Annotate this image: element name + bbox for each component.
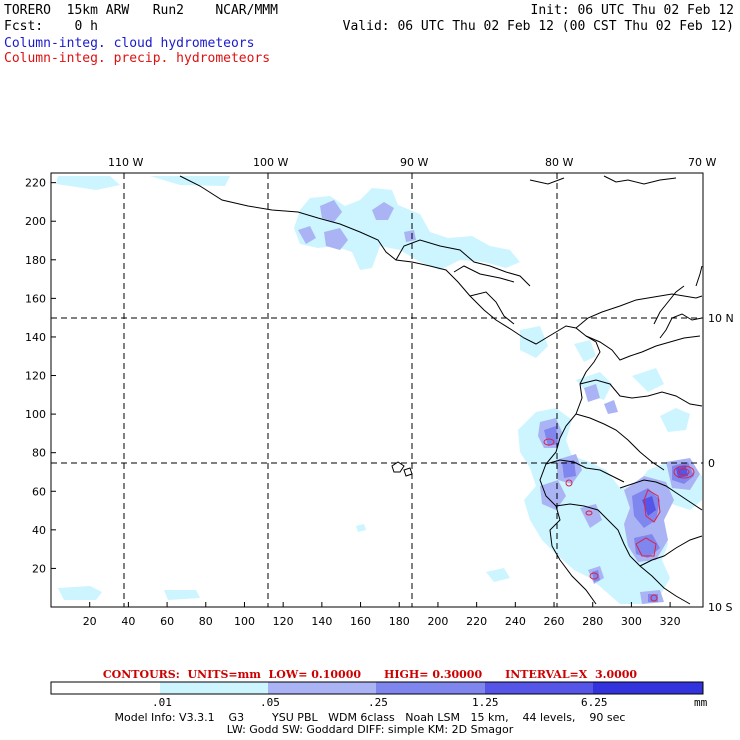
x-tick-label: 260 <box>544 615 565 628</box>
y-tick-label: 160 <box>25 292 46 305</box>
longitude-labels: 110 W 100 W 90 W 80 W 70 W <box>108 156 716 169</box>
y-tick-label: 80 <box>32 447 46 460</box>
x-tick-label: 180 <box>389 615 410 628</box>
x-tick-label: 160 <box>350 615 371 628</box>
colorbar-bin <box>268 682 376 694</box>
header-title: TORERO 15km ARW Run2 NCAR/MMM <box>4 3 278 18</box>
x-tick-label: 320 <box>660 615 681 628</box>
graticule <box>51 173 703 607</box>
colorbar-bin <box>51 682 160 694</box>
y-tick-label: 60 <box>32 485 46 498</box>
field-label-cloud: Column-integ. cloud hydrometeors <box>4 36 255 51</box>
colorbar-label: .05 <box>260 696 280 709</box>
colorbar-label: 1.25 <box>472 696 499 709</box>
contours-info: CONTOURS: UNITS=mm LOW= 0.10000 HIGH= 0.… <box>102 668 638 681</box>
colorbar <box>50 681 704 695</box>
colorbar-bin <box>485 682 593 694</box>
header-valid-time: Valid: 06 UTC Thu 02 Feb 12 (00 CST Thu … <box>342 19 734 34</box>
x-tick-label: 80 <box>199 615 213 628</box>
x-tick-label: 140 <box>311 615 332 628</box>
hydrometeor-shading <box>56 176 702 604</box>
x-tick-label: 200 <box>427 615 448 628</box>
y-tick-label: 40 <box>32 524 46 537</box>
plot-frame <box>50 172 704 608</box>
model-info-line1: Model Info: V3.3.1 G3 YSU PBL WDM 6class… <box>114 711 626 724</box>
x-tick-label: 220 <box>466 615 487 628</box>
lon-label-100w: 100 W <box>253 156 288 169</box>
header-init-time: Init: 06 UTC Thu 02 Feb 12 <box>530 3 735 18</box>
y-tick-label: 200 <box>25 215 46 228</box>
lat-label-10s: 10 S <box>708 601 732 614</box>
lon-label-80w: 80 W <box>545 156 573 169</box>
x-tick-label: 120 <box>273 615 294 628</box>
y-tick-label: 140 <box>25 331 46 344</box>
precip-contours <box>543 438 695 602</box>
colorbar-label: .25 <box>368 696 388 709</box>
x-tick-label: 240 <box>505 615 526 628</box>
lat-label-0: 0 <box>708 457 715 470</box>
lat-label-10n: 10 N <box>708 312 734 325</box>
y-axis: 20 40 60 80 100 120 140 160 180 200 220 <box>25 177 56 575</box>
x-tick-label: 20 <box>83 615 97 628</box>
x-tick-label: 100 <box>234 615 255 628</box>
header-forecast-hour: Fcst: 0 h <box>4 19 98 34</box>
colorbar-label: 6.25 <box>581 696 608 709</box>
y-tick-label: 220 <box>25 177 46 190</box>
latitude-labels: 10 N 0 10 S <box>708 312 734 614</box>
lon-label-110w: 110 W <box>108 156 143 169</box>
model-info-line2: LW: Godd SW: Goddard DIFF: simple KM: 2D… <box>226 723 514 736</box>
x-axis: 20 40 60 80 100 120 140 160 180 200 220 240 260 280 30… <box>83 602 681 628</box>
lon-label-90w: 90 W <box>400 156 428 169</box>
colorbar-bin <box>376 682 485 694</box>
y-tick-label: 20 <box>32 562 46 575</box>
colorbar-bin <box>160 682 268 694</box>
x-tick-label: 40 <box>121 615 135 628</box>
colorbar-label: .01 <box>152 696 172 709</box>
x-tick-label: 280 <box>582 615 603 628</box>
colorbar-frame <box>50 681 704 695</box>
x-tick-label: 60 <box>160 615 174 628</box>
y-tick-label: 120 <box>25 370 46 383</box>
y-tick-label: 100 <box>25 408 46 421</box>
field-label-precip: Column-integ. precip. hydrometeors <box>4 51 271 66</box>
colorbar-bin <box>593 682 703 694</box>
y-tick-label: 180 <box>25 254 46 267</box>
x-tick-label: 300 <box>621 615 642 628</box>
colorbar-units: mm <box>694 696 708 709</box>
lon-label-70w: 70 W <box>688 156 716 169</box>
